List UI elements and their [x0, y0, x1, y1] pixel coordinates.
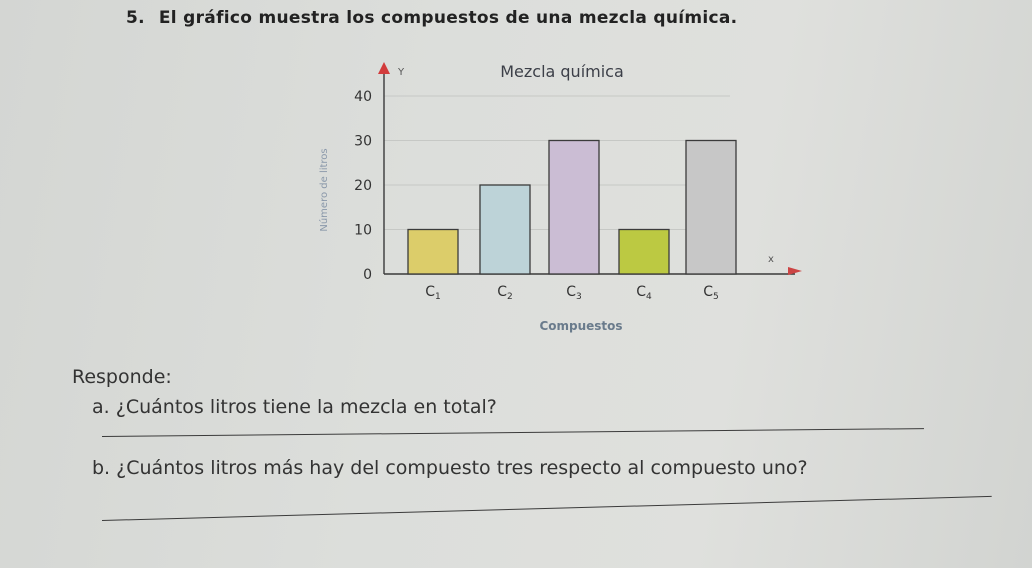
- question-a: a. ¿Cuántos litros tiene la mezcla en to…: [92, 396, 497, 418]
- y-axis-letter: Y: [397, 67, 405, 78]
- y-tick-label-1: 10: [354, 223, 372, 239]
- exercise-text: El gráfico muestra los compuestos de una…: [158, 8, 738, 28]
- question-b-letter: b.: [92, 457, 111, 479]
- bar-c3: [548, 139, 600, 275]
- y-tick-label-0: 0: [363, 267, 372, 283]
- y-tick-label-4: 40: [354, 89, 372, 105]
- question-a-text: ¿Cuántos litros tiene la mezcla en total…: [115, 396, 497, 418]
- y-axis-arrow: [378, 62, 390, 74]
- x-axis-label: Compuestos: [539, 319, 622, 333]
- question-a-letter: a.: [92, 396, 110, 418]
- x-axis-letter: x: [768, 254, 774, 265]
- x-tick-label-c4: C4: [636, 284, 652, 302]
- x-tick-label-c1: C1: [425, 284, 441, 302]
- chart-title: Mezcla química: [500, 62, 624, 81]
- bar-c2: [479, 184, 531, 275]
- question-b: b. ¿Cuántos litros más hay del compuesto…: [92, 457, 808, 479]
- responses-heading: Responde:: [72, 366, 172, 388]
- bar-c4: [618, 228, 670, 275]
- y-axis-label: Número de litros: [318, 148, 330, 231]
- question-b-text: ¿Cuántos litros más hay del compuesto tr…: [116, 457, 808, 479]
- y-tick-label-3: 30: [354, 134, 372, 150]
- y-tick-label-2: 20: [354, 178, 372, 194]
- exercise-prompt: 5. El gráfico muestra los compuestos de u…: [126, 8, 737, 28]
- bar-c1: [407, 228, 459, 275]
- bar-c5: [685, 139, 737, 275]
- exercise-number: 5.: [126, 8, 145, 28]
- x-tick-label-c5: C5: [703, 284, 719, 302]
- x-tick-label-c3: C3: [566, 284, 582, 302]
- x-tick-label-c2: C2: [497, 284, 513, 302]
- x-axis-arrow: [788, 267, 802, 275]
